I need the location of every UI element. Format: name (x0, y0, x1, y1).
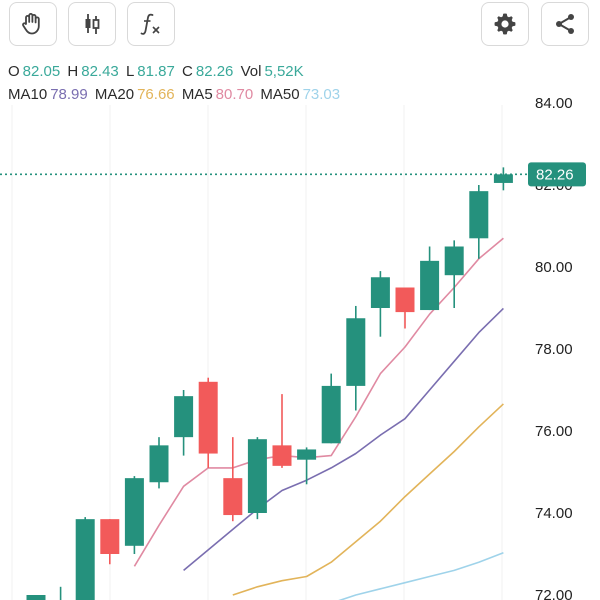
candle-body-up (26, 595, 46, 600)
y-tick-label: 80.00 (535, 259, 573, 276)
share-button[interactable] (541, 2, 589, 46)
high-value: 82.43 (81, 63, 119, 80)
ma10-value: 78.99 (50, 86, 88, 103)
y-tick-label: 76.00 (535, 423, 573, 440)
candle-body-up (297, 449, 317, 460)
ma20-label: MA20 (94, 86, 135, 103)
candle-body-down (272, 445, 292, 466)
candle-body-down (223, 478, 243, 516)
candle-body-up (469, 191, 489, 239)
settings-button[interactable] (481, 2, 529, 46)
candle-body-up (346, 318, 366, 386)
y-tick-label: 78.00 (535, 341, 573, 358)
function-icon (140, 13, 160, 35)
low-value: 81.87 (137, 63, 175, 80)
candle-body-up (444, 246, 464, 276)
ma-legend: MA10 78.99 MA20 76.66 MA5 80.70 MA50 73.03 (8, 86, 343, 103)
candle-body-up (493, 174, 513, 183)
last-price-label: 82.26 (536, 166, 574, 183)
ma50-value: 73.03 (302, 86, 341, 103)
candle-body-up (420, 260, 440, 311)
last-price-tag (528, 162, 586, 187)
ma10-line (183, 307, 504, 572)
high-label: H (67, 63, 79, 80)
y-tick-label: 72.00 (535, 587, 573, 600)
share-icon (556, 14, 574, 34)
ma20-line (232, 403, 504, 596)
hand-tool-button[interactable] (9, 2, 57, 46)
volume-label: Vol (240, 63, 262, 80)
ma50-label: MA50 (260, 86, 300, 103)
candle-body-up (174, 396, 194, 438)
open-value: 82.05 (22, 63, 61, 80)
close-label: C (182, 63, 193, 80)
open-label: O (8, 63, 20, 80)
ma5-label: MA5 (181, 86, 213, 103)
candle-body-up (247, 439, 267, 513)
candle-body-down (395, 287, 415, 313)
volume-value: 5,52K (264, 63, 304, 80)
hand-icon (22, 13, 40, 35)
low-label: L (125, 63, 135, 80)
ohlc-legend: O 82.05 H 82.43 L 81.87 C 82.26 Vol 5,52K (8, 63, 307, 80)
gear-icon (494, 13, 516, 35)
candle-body-up (149, 445, 169, 483)
ma10-label: MA10 (8, 86, 48, 103)
toolbar (0, 0, 600, 58)
candle-body-up (75, 519, 95, 600)
y-tick-label: 74.00 (535, 505, 573, 522)
close-value: 82.26 (195, 63, 234, 80)
candle-body-down (198, 381, 218, 454)
candlestick-icon (85, 14, 100, 34)
ma20-value: 76.66 (137, 86, 175, 103)
ma50-line (338, 552, 504, 600)
ma5-value: 80.70 (215, 86, 254, 103)
candle-body-down (100, 519, 120, 554)
ma5-line (133, 237, 504, 567)
candle-body-up (124, 478, 144, 546)
y-tick-label: 84.00 (535, 95, 573, 112)
candle-body-up (321, 385, 341, 444)
indicators-button[interactable] (127, 2, 175, 46)
candlestick-type-button[interactable] (68, 2, 116, 46)
candle-body-up (370, 277, 390, 308)
